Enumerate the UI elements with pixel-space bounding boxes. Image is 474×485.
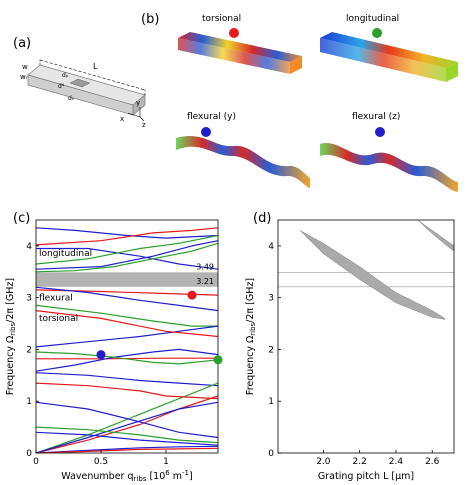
beam-schematic: w wᵣ L dₚ dᵈ dₙ y x z [20, 59, 146, 129]
d-x-tick-label-1: 2.2 [352, 457, 366, 467]
mode-dot-flexural-z [375, 127, 385, 137]
series-line-23 [36, 382, 218, 400]
x-tick-label-0: 0 [33, 457, 39, 467]
x-tick-label-2: 1 [163, 457, 169, 467]
label-dp: dₚ [62, 72, 69, 79]
y-tick-label-0: 0 [26, 449, 32, 459]
series-line-4 [36, 227, 218, 246]
band-gap-region [36, 272, 218, 287]
mode-label-longitudinal: longitudinal [346, 14, 400, 24]
series-line-1 [36, 247, 218, 270]
mode-dot-torsional [229, 28, 239, 38]
label-dd: dᵈ [58, 83, 65, 90]
series-line-17 [36, 401, 218, 453]
plot-frame [35, 219, 219, 454]
d-x-tick-label-3: 2.6 [425, 457, 440, 467]
y-axis-label: Frequency Ωribs/2π [GHz] [5, 278, 17, 395]
d-y-tick-label-3: 3 [268, 294, 274, 304]
panel-label-c: (c) [13, 211, 31, 226]
plot-frame-d [277, 219, 455, 454]
series-line-2 [36, 240, 218, 270]
label-dn: dₙ [68, 95, 75, 102]
mode-shape-flexural-z [320, 142, 458, 192]
series-line-22 [36, 447, 218, 453]
series-line-0 [36, 227, 218, 239]
band-gap-lower-label: 3.21 [196, 277, 214, 286]
label-L: L [93, 62, 98, 71]
marker-0 [187, 290, 197, 300]
series-line-21 [36, 445, 218, 453]
band-1 [417, 220, 454, 252]
marker-1 [96, 350, 106, 360]
series-line-12 [36, 348, 218, 372]
y-tick-label-4: 4 [26, 242, 32, 252]
mode-label-torsional: torsional [202, 14, 242, 24]
d-y-axis-label: Frequency Ωribs/2π [GHz] [245, 278, 257, 395]
d-y-tick-label-2: 2 [268, 345, 274, 355]
bands-group [299, 220, 454, 320]
mode-dot-longitudinal [372, 28, 382, 38]
series-line-16 [36, 395, 218, 453]
label-x: x [120, 115, 124, 123]
mode-label-flexural-z: flexural (z) [352, 112, 401, 122]
mode-shape-flexural-y [176, 135, 310, 188]
d-y-tick-label-1: 1 [268, 397, 274, 407]
mode-dot-flexural-y [201, 127, 211, 137]
label-wr: wᵣ [20, 73, 28, 81]
x-axis-label: Wavenumber qribs [106 m-1] [61, 469, 192, 483]
series-line-13 [36, 372, 218, 387]
band-gap-upper-label: 3.49 [196, 262, 214, 271]
label-y: y [136, 99, 140, 107]
dispersion-chart: 0 0.5 1 0 1 2 3 4 3.49 3.21 longitudinal flexural to… [5, 219, 223, 483]
series-line-5 [36, 242, 218, 273]
panel-label-d: (d) [253, 211, 272, 226]
marker-2 [213, 355, 223, 365]
mode-shape-torsional [178, 32, 302, 74]
panel-label-b: (b) [141, 12, 160, 27]
mode-label-flexural-y: flexural (y) [187, 112, 237, 122]
series-line-20 [36, 431, 218, 446]
label-z: z [142, 121, 146, 129]
series-line-7 [36, 286, 218, 312]
d-x-tick-label-2: 2.4 [389, 457, 404, 467]
y-tick-label-1: 1 [26, 397, 32, 407]
pitch-chart: 2.0 2.2 2.4 2.6 0 1 2 3 4 Grating pitch L [μm] Fre… [245, 219, 455, 482]
series-line-14 [36, 351, 218, 365]
annotation-longitudinal: longitudinal [39, 249, 92, 259]
d-x-tick-label-0: 2.0 [316, 457, 331, 467]
annotation-flexural: flexural [39, 293, 73, 303]
series-line-15 [36, 382, 218, 453]
series-line-19 [36, 426, 218, 444]
series-line-3 [36, 234, 218, 265]
series-line-8 [36, 304, 218, 327]
d-y-tick-label-4: 4 [268, 242, 274, 252]
y-tick-label-2: 2 [26, 345, 32, 355]
series-line-11 [36, 357, 218, 360]
x-tick-label-1: 0.5 [94, 457, 108, 467]
series-line-9 [36, 325, 218, 348]
series-line-10 [36, 310, 218, 338]
series-line-18 [36, 401, 218, 439]
y-tick-label-3: 3 [26, 294, 32, 304]
mode-shape-longitudinal [320, 32, 458, 82]
series-group [36, 227, 218, 453]
label-w: w [22, 63, 28, 71]
d-y-tick-label-0: 0 [268, 449, 274, 459]
d-x-axis-label: Grating pitch L [μm] [318, 471, 414, 482]
panel-label-a: (a) [13, 36, 32, 51]
annotation-torsional: torsional [39, 314, 78, 324]
band-0 [299, 230, 446, 320]
